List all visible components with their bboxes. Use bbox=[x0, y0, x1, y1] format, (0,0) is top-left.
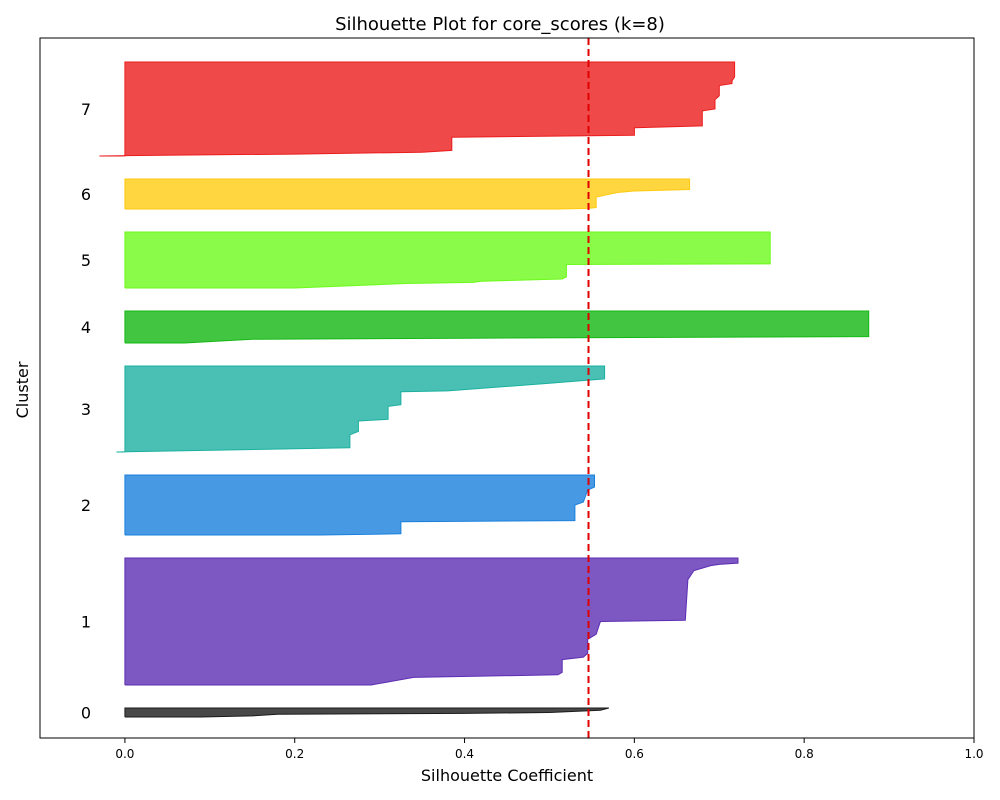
x-tick-label: 0.4 bbox=[455, 747, 474, 761]
cluster-7-silhouette bbox=[99, 61, 736, 157]
x-tick-label: 1.0 bbox=[964, 747, 983, 761]
cluster-label-6: 6 bbox=[81, 185, 91, 204]
x-axis-ticks: 0.0 0.2 0.4 0.6 0.8 1.0 bbox=[115, 738, 984, 761]
plot-area bbox=[99, 61, 870, 718]
cluster-4-silhouette bbox=[124, 310, 870, 344]
x-axis-label: Silhouette Coefficient bbox=[421, 766, 593, 785]
cluster-label-3: 3 bbox=[81, 400, 91, 419]
x-tick-label: 0.0 bbox=[115, 747, 134, 761]
cluster-label-0: 0 bbox=[81, 704, 91, 723]
y-axis-label: Cluster bbox=[13, 361, 32, 418]
plot-frame bbox=[39, 37, 975, 739]
cluster-label-5: 5 bbox=[81, 251, 91, 270]
cluster-label-1: 1 bbox=[81, 613, 91, 632]
cluster-5-silhouette bbox=[124, 231, 771, 289]
x-tick-label: 0.2 bbox=[285, 747, 304, 761]
chart-title: Silhouette Plot for core_scores (k=8) bbox=[335, 14, 665, 35]
cluster-label-7: 7 bbox=[81, 100, 91, 119]
x-tick-label: 0.8 bbox=[795, 747, 814, 761]
cluster-3-silhouette bbox=[116, 365, 606, 453]
cluster-6-silhouette bbox=[124, 178, 691, 210]
cluster-0-silhouette bbox=[124, 707, 610, 718]
cluster-labels: 0 1 2 3 4 5 6 7 bbox=[81, 100, 91, 723]
cluster-1-silhouette bbox=[124, 557, 739, 686]
x-tick-label: 0.6 bbox=[625, 747, 644, 761]
cluster-2-silhouette bbox=[124, 474, 595, 536]
cluster-label-4: 4 bbox=[81, 318, 91, 337]
cluster-label-2: 2 bbox=[81, 496, 91, 515]
